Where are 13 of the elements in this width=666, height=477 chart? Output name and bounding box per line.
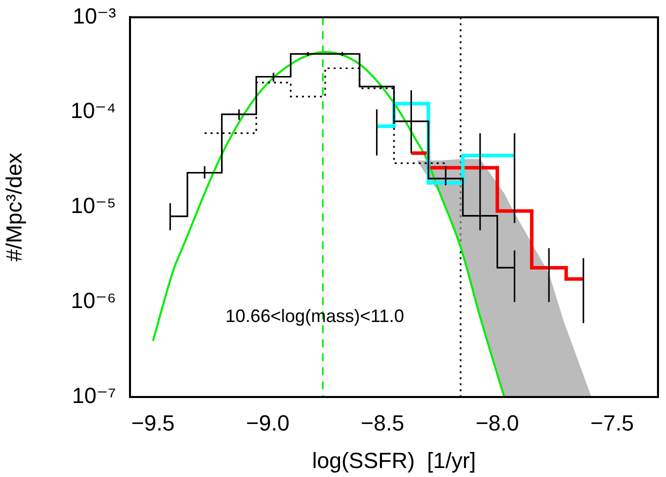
y-tick-label: 10⁻⁵ — [70, 193, 116, 218]
y-tick-label: 10⁻⁶ — [70, 288, 116, 314]
y-axis-title: #/Mpc³/dex — [1, 152, 26, 262]
x-tick-label: −8.0 — [476, 410, 520, 436]
y-tick-label: 10⁻³ — [72, 3, 116, 28]
x-tick-label: −9.0 — [246, 410, 290, 436]
x-tick-label: −7.5 — [590, 410, 634, 436]
y-tick-label: 10⁻⁷ — [72, 383, 116, 408]
y-tick-label: 10⁻⁴ — [70, 98, 116, 124]
annotation: 10.66<log(mass)<11.0 — [225, 306, 404, 326]
x-tick-label: −9.5 — [131, 410, 175, 436]
x-axis-title: log(SSFR) [1/yr] — [312, 448, 476, 473]
x-tick-label: −8.5 — [360, 410, 404, 436]
